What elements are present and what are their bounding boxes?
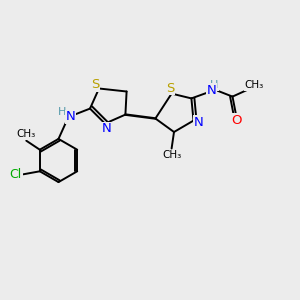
Text: N: N [207,84,216,97]
Text: N: N [194,116,204,129]
Text: Cl: Cl [10,168,22,181]
Text: N: N [102,122,111,136]
Text: H: H [210,80,219,90]
Text: S: S [91,78,100,92]
Text: N: N [66,110,76,124]
Text: S: S [166,82,174,95]
Text: CH₃: CH₃ [162,150,181,160]
Text: CH₃: CH₃ [245,80,264,91]
Text: CH₃: CH₃ [16,129,35,139]
Text: O: O [231,114,241,127]
Text: H: H [58,106,66,117]
